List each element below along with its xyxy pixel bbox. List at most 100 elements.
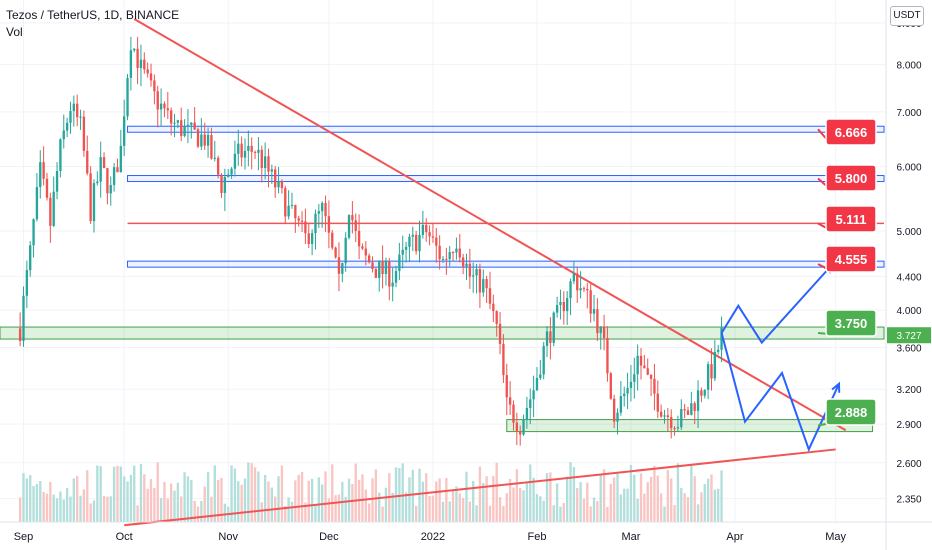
candle-body [300, 220, 304, 222]
candle-body [693, 403, 696, 411]
candle-body [76, 103, 79, 118]
volume-bar [700, 492, 703, 522]
volume-bar [210, 496, 213, 522]
candle-body [431, 236, 435, 238]
candle-body [337, 257, 341, 274]
candle-body [274, 169, 277, 188]
candle-body [364, 248, 367, 256]
candle-body [317, 211, 321, 214]
volume-bar [270, 487, 274, 522]
candle-body [623, 393, 626, 397]
volume-bar [673, 504, 676, 522]
volume-bar [109, 496, 112, 522]
volume-bar [337, 494, 341, 522]
candle-body [109, 185, 112, 194]
candle-body [555, 305, 559, 313]
volume-bar [609, 483, 612, 522]
candle-body [290, 204, 294, 206]
level-badge [825, 205, 877, 233]
x-tick-label: Oct [116, 531, 133, 543]
candle-body [441, 258, 445, 260]
volume-bar [284, 506, 287, 522]
candle-body [354, 220, 357, 231]
candle-body [525, 407, 529, 420]
volume-bar [435, 481, 438, 522]
volume-bar [616, 473, 619, 522]
candle-body [96, 181, 99, 184]
volume-bar [310, 478, 314, 522]
level-badge [825, 245, 877, 273]
volume-bar [99, 466, 102, 522]
candle-body [384, 261, 388, 275]
candle-body [411, 234, 414, 237]
volume-bar [378, 492, 381, 522]
volume-bar [96, 465, 99, 522]
volume-bar [535, 494, 539, 522]
candle-body [666, 415, 670, 418]
volume-bar [532, 477, 535, 522]
candle-body [153, 80, 156, 92]
volume-bar [220, 477, 223, 522]
y-tick-label: 6.000 [896, 163, 921, 174]
candle-body [703, 389, 706, 396]
candle-body [253, 151, 257, 153]
volume-bar [129, 474, 133, 522]
volume-bar [425, 473, 428, 522]
candle-body [582, 288, 586, 290]
y-tick-label: 4.400 [896, 272, 921, 283]
candle-body [519, 430, 522, 435]
candle-body [304, 221, 307, 234]
candle-body [59, 139, 62, 171]
candle-body [529, 399, 532, 408]
volume-bar [367, 503, 371, 522]
volume-bar [498, 497, 502, 522]
candle-body [193, 122, 196, 130]
y-tick-label: 3.200 [896, 385, 921, 396]
volume-bar [86, 470, 89, 522]
candle-body [86, 150, 89, 174]
candle-body [257, 149, 260, 153]
trendline [124, 448, 836, 527]
volume-bar [519, 487, 522, 522]
candle-body [401, 249, 404, 255]
candle-body [18, 328, 22, 341]
candle-body [169, 110, 173, 124]
volume-bar [186, 476, 190, 522]
candle-body [717, 349, 720, 352]
candle-body [602, 326, 606, 338]
volume-bar [505, 493, 508, 522]
candle-body [646, 368, 649, 375]
volume-bar [626, 488, 629, 522]
candle-body [495, 311, 498, 324]
symbol-title: Tezos / TetherUS, 1D, BINANCE [6, 8, 180, 22]
candle-body [247, 145, 250, 151]
y-tick-label: 8.000 [896, 61, 921, 72]
volume-label: Vol [6, 25, 23, 39]
candle-body [367, 255, 371, 263]
volume-bar [112, 466, 116, 522]
candle-body [535, 378, 539, 391]
volume-bar [82, 489, 86, 522]
volume-bar [495, 462, 498, 522]
volume-bar [670, 478, 673, 522]
volume-bar [327, 498, 331, 522]
volume-bar [45, 493, 49, 522]
candle-body [307, 233, 310, 245]
volume-bar [411, 469, 414, 522]
volume-bar [89, 503, 92, 522]
level-zone [127, 175, 885, 183]
volume-bar [52, 494, 55, 522]
candle-body [656, 393, 659, 412]
candle-body [414, 234, 418, 252]
y-tick-label: 4.000 [896, 306, 921, 317]
volume-bar [596, 501, 599, 522]
candle-body [404, 246, 408, 250]
candle-body [280, 181, 284, 189]
candle-body [686, 410, 690, 415]
currency-button[interactable]: USDT [890, 6, 924, 26]
time-axis: Sep Oct Nov Dec 2022 Feb Mar Apr May [0, 521, 932, 543]
candle-body [488, 288, 492, 304]
volume-bar [237, 481, 240, 522]
x-tick-label: Mar [621, 531, 640, 543]
